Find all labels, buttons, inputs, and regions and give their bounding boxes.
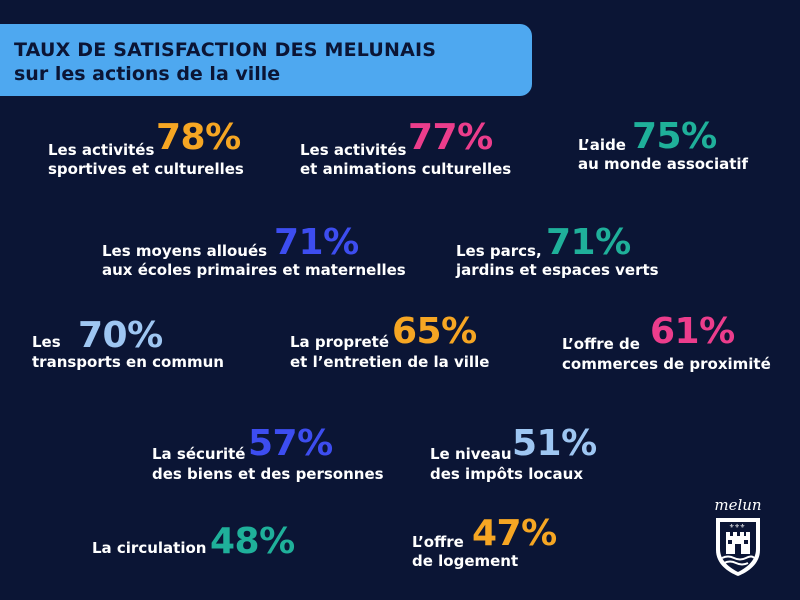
stat-label-2: transports en commun <box>32 353 224 371</box>
stat-label-2: et l’entretien de la ville <box>290 353 490 371</box>
stat-label-2: et animations culturelles <box>300 160 512 178</box>
stat-percent: 57% <box>248 423 333 464</box>
stat-label-2: des impôts locaux <box>430 465 584 483</box>
title-line-1: TAUX DE SATISFACTION DES MELUNAIS <box>14 39 437 61</box>
stat-percent: 75% <box>632 116 717 157</box>
title-banner: TAUX DE SATISFACTION DES MELUNAIS sur le… <box>0 24 532 96</box>
stat-label-1: La sécurité <box>152 445 246 463</box>
stat-percent: 51% <box>512 423 597 464</box>
stat-label-1: Les activités <box>300 141 407 159</box>
melun-logo: melun ⚜⚜⚜ <box>706 496 770 580</box>
stat-percent: 61% <box>650 311 735 352</box>
stat-label-2: commerces de proximité <box>562 355 771 373</box>
stat-label-1: Les <box>32 333 61 351</box>
stat-label-1: Les activités <box>48 141 155 159</box>
stat-label-2: des biens et des personnes <box>152 465 384 483</box>
stat-percent: 78% <box>156 117 241 158</box>
stat-percent: 77% <box>408 117 493 158</box>
stat-label-1: L’offre de <box>562 335 640 353</box>
stat-percent: 70% <box>78 315 163 356</box>
stat-percent: 71% <box>546 222 631 263</box>
stat-percent: 65% <box>392 311 477 352</box>
svg-text:⚜⚜⚜: ⚜⚜⚜ <box>729 523 745 530</box>
stat-label-1: La circulation <box>92 539 207 557</box>
title-line-2: sur les actions de la ville <box>14 63 281 85</box>
crest-icon: ⚜⚜⚜ <box>716 518 760 576</box>
logo-wordmark: melun <box>714 496 762 514</box>
stat-label-1: L’aide <box>578 136 626 154</box>
stat-label-1: Les moyens alloués <box>102 242 268 260</box>
stat-percent: 71% <box>274 222 359 263</box>
stat-label-2: au monde associatif <box>578 155 749 173</box>
stat-label-2: aux écoles primaires et maternelles <box>102 261 406 279</box>
stat-label-2: sportives et culturelles <box>48 160 244 178</box>
stat-label-1: Le niveau <box>430 445 512 463</box>
stat-percent: 48% <box>210 521 295 562</box>
stat-percent: 47% <box>472 513 557 554</box>
stat-label-2: jardins et espaces verts <box>456 261 659 279</box>
stat-label-1: La propreté <box>290 333 389 351</box>
stat-label-1: Les parcs, <box>456 242 542 260</box>
stat-label-2: de logement <box>412 552 519 570</box>
stat-label-1: L’offre <box>412 533 464 551</box>
